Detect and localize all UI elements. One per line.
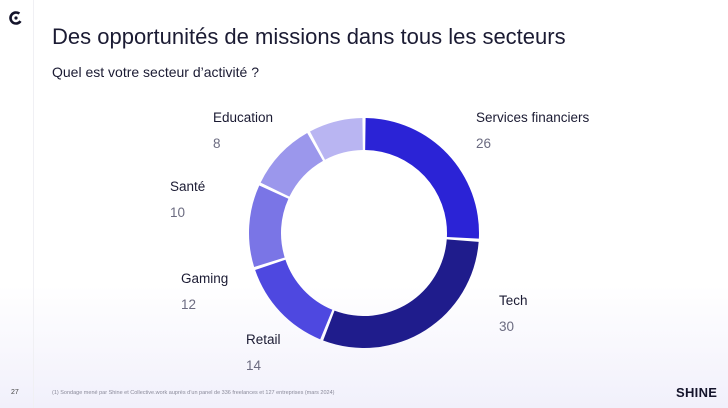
slice-value-label: 30 bbox=[499, 319, 514, 334]
donut-slice-education bbox=[310, 118, 363, 160]
slice-label: Gaming bbox=[181, 271, 228, 286]
donut-slice-services-financiers bbox=[365, 118, 479, 239]
page-number: 27 bbox=[11, 389, 19, 396]
shine-c-logo-icon bbox=[9, 11, 23, 25]
side-divider bbox=[33, 0, 34, 408]
slice-label: Tech bbox=[499, 293, 528, 308]
donut-slice-tech bbox=[323, 239, 479, 349]
brand-logo: SHINE bbox=[676, 385, 718, 400]
slice-value-label: 14 bbox=[246, 358, 262, 373]
slice-value-label: 12 bbox=[181, 297, 196, 312]
donut-slice-gaming bbox=[249, 185, 289, 268]
slice-label: Services financiers bbox=[476, 110, 590, 125]
page-subtitle: Quel est votre secteur d’activité ? bbox=[52, 64, 259, 80]
donut-slice-retail bbox=[255, 259, 333, 340]
donut-slice-sant- bbox=[260, 133, 324, 197]
footnote: (1) Sondage mené par Shine et Collective… bbox=[52, 390, 335, 396]
slice-value-label: 10 bbox=[170, 205, 185, 220]
page-title: Des opportunités de missions dans tous l… bbox=[52, 24, 566, 49]
slice-label: Santé bbox=[170, 179, 205, 194]
slice-value-label: 26 bbox=[476, 136, 491, 151]
slice-value-label: 8 bbox=[213, 136, 221, 151]
slice-label: Education bbox=[213, 110, 273, 125]
slice-label: Retail bbox=[246, 332, 281, 347]
